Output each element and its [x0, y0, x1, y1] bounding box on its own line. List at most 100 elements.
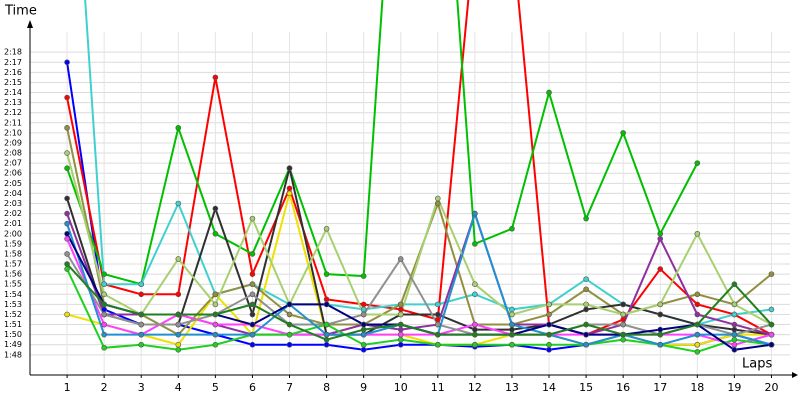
x-tick-label: 15: [579, 381, 593, 394]
point: [286, 190, 293, 197]
point: [101, 331, 107, 338]
y-tick-label: 2:11: [4, 118, 22, 127]
point: [731, 281, 738, 288]
x-tick-label: 1: [64, 381, 71, 394]
point: [694, 160, 701, 166]
point: [657, 326, 664, 333]
point: [64, 311, 70, 318]
point: [509, 331, 515, 338]
series-line: [66, 0, 699, 286]
point: [583, 306, 589, 313]
y-tick-label: 1:51: [4, 320, 22, 329]
point: [472, 210, 478, 217]
y-tick-label: 2:17: [4, 58, 22, 67]
point: [435, 311, 441, 318]
point: [64, 165, 70, 171]
x-tick-label: 10: [394, 381, 408, 394]
point: [286, 301, 293, 308]
x-tick-label: 17: [653, 381, 667, 394]
point: [323, 301, 330, 308]
point: [397, 256, 404, 262]
y-tick-label: 1:57: [4, 260, 22, 269]
point: [212, 321, 219, 328]
y-tick-label: 1:54: [4, 290, 22, 299]
point: [435, 331, 441, 338]
point: [286, 165, 293, 171]
point: [546, 341, 552, 348]
point: [731, 321, 738, 328]
point: [397, 341, 404, 348]
point: [768, 341, 775, 348]
point: [249, 301, 256, 308]
x-axis-arrow: [792, 372, 798, 378]
point: [249, 281, 256, 288]
x-tick-label: 4: [175, 381, 182, 394]
point: [138, 321, 145, 328]
point: [768, 271, 775, 277]
point: [731, 326, 738, 333]
x-tick-label: 6: [249, 381, 256, 394]
point: [768, 331, 775, 338]
x-tick-label: 20: [764, 381, 778, 394]
point: [249, 271, 256, 277]
point: [435, 321, 441, 328]
point: [694, 348, 701, 355]
point: [509, 326, 515, 333]
point: [694, 230, 701, 237]
point: [435, 200, 441, 207]
point: [397, 311, 404, 318]
y-tick-label: 2:13: [4, 98, 22, 107]
x-tick-label: 2: [101, 381, 108, 394]
point: [731, 346, 738, 353]
x-tick-label: 13: [505, 381, 519, 394]
y-tick-label: 2:05: [4, 179, 22, 188]
point: [583, 286, 589, 293]
point: [472, 331, 478, 338]
point: [212, 311, 219, 318]
point: [509, 341, 515, 348]
point: [435, 195, 441, 202]
point: [472, 241, 478, 247]
point: [360, 301, 367, 308]
point: [472, 341, 478, 348]
point: [509, 225, 515, 232]
y-tick-label: 2:09: [4, 138, 22, 147]
point: [64, 266, 70, 272]
point: [175, 321, 182, 328]
point: [64, 236, 70, 242]
point: [64, 261, 70, 267]
point: [249, 215, 256, 222]
point: [64, 59, 70, 66]
point: [249, 341, 256, 348]
point: [360, 321, 367, 328]
y-tick-label: 2:00: [4, 229, 22, 238]
point: [64, 94, 70, 101]
x-tick-label: 12: [468, 381, 482, 394]
point: [138, 331, 145, 338]
point: [546, 321, 552, 328]
point: [509, 321, 515, 328]
point: [657, 266, 664, 272]
plot: [64, 0, 775, 355]
point: [731, 331, 738, 338]
point: [101, 301, 107, 308]
series-line: [66, 167, 772, 336]
point: [64, 251, 70, 257]
point: [360, 326, 367, 333]
point: [175, 256, 182, 262]
point: [175, 331, 182, 338]
y-tick-label: 1:59: [4, 239, 22, 248]
point: [286, 341, 293, 348]
y-tick-label: 2:08: [4, 149, 22, 158]
point: [731, 336, 738, 343]
point: [620, 130, 626, 136]
point: [583, 215, 589, 222]
y-tick-label: 2:01: [4, 219, 22, 228]
point: [620, 301, 626, 308]
y-tick-label: 1:58: [4, 249, 22, 258]
point: [286, 331, 293, 338]
point: [286, 185, 293, 192]
y-tick-label: 2:12: [4, 108, 22, 117]
x-tick-label: 3: [138, 381, 145, 394]
